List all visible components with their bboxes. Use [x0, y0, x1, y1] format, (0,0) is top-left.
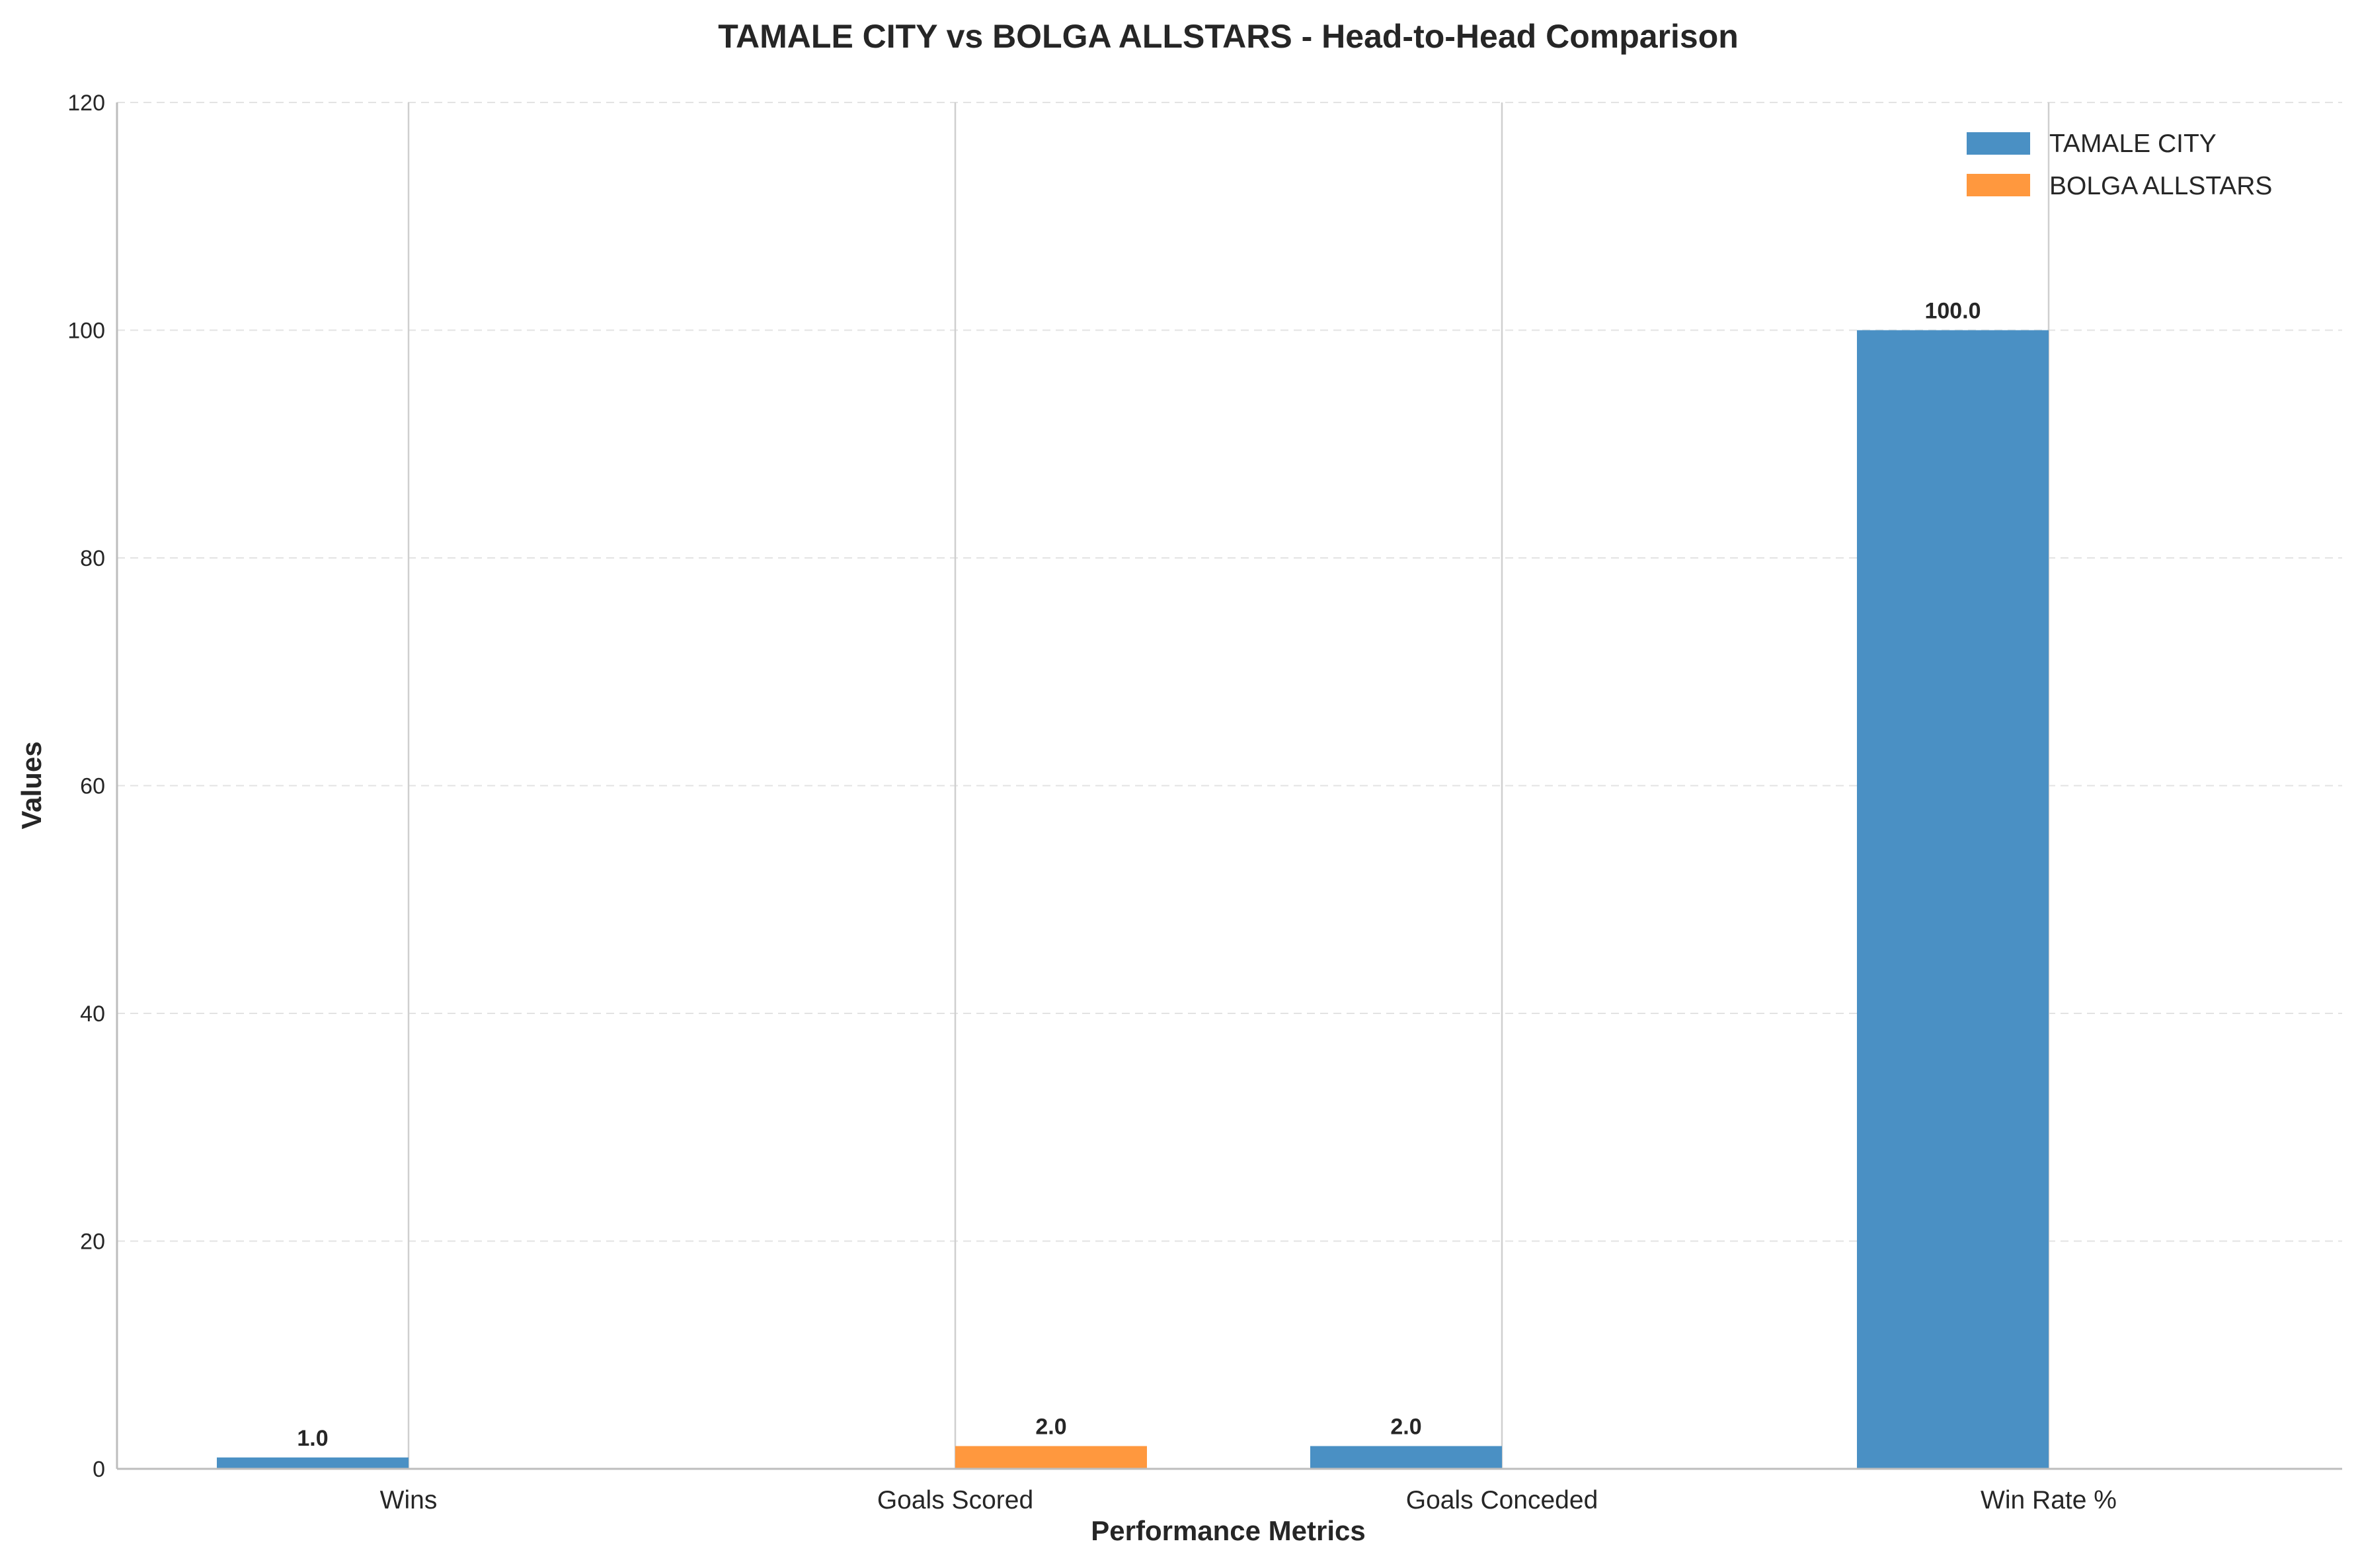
- y-tick-labels: 0 20 40 60 80 100 120: [67, 91, 105, 1482]
- x-tick-label: Goals Conceded: [1406, 1486, 1598, 1514]
- bar-value-label: 100.0: [1924, 299, 1981, 324]
- y-tick-label: 80: [80, 546, 105, 571]
- bar: [1310, 1446, 1502, 1469]
- legend-swatch-tamale-city: [1967, 132, 2030, 155]
- x-tick-label: Win Rate %: [1981, 1486, 2117, 1514]
- bar-value-label: 2.0: [1035, 1415, 1066, 1440]
- bar: [1857, 330, 2049, 1469]
- axes: [116, 102, 2342, 1470]
- legend-label-tamale-city: TAMALE CITY: [2049, 130, 2217, 158]
- x-tick-labels: Wins Goals Scored Goals Conceded Win Rate %: [380, 1486, 2117, 1514]
- chart-title: TAMALE CITY vs BOLGA ALLSTARS - Head-to-…: [718, 18, 1739, 55]
- x-axis-label: Performance Metrics: [1091, 1515, 1366, 1546]
- y-tick-label: 0: [93, 1457, 105, 1482]
- bar-value-label: 1.0: [297, 1426, 328, 1451]
- y-tick-label: 20: [80, 1230, 105, 1255]
- legend-swatch-bolga-allstars: [1967, 174, 2030, 196]
- bars: [217, 330, 2049, 1469]
- legend: TAMALE CITY BOLGA ALLSTARS: [1967, 130, 2272, 200]
- bar: [217, 1457, 409, 1469]
- y-tick-label: 120: [67, 91, 105, 116]
- legend-label-bolga-allstars: BOLGA ALLSTARS: [2049, 172, 2272, 200]
- y-tick-label: 40: [80, 1001, 105, 1027]
- bar-value-label: 2.0: [1390, 1415, 1421, 1440]
- bar: [955, 1446, 1147, 1469]
- x-tick-label: Wins: [380, 1486, 438, 1514]
- gridlines: [117, 102, 2342, 1242]
- bar-value-labels: 1.0 2.0 2.0 100.0: [297, 299, 1981, 1451]
- y-axis-label: Values: [16, 741, 47, 829]
- y-tick-label: 100: [67, 319, 105, 344]
- x-tick-label: Goals Scored: [877, 1486, 1033, 1514]
- y-tick-label: 60: [80, 774, 105, 799]
